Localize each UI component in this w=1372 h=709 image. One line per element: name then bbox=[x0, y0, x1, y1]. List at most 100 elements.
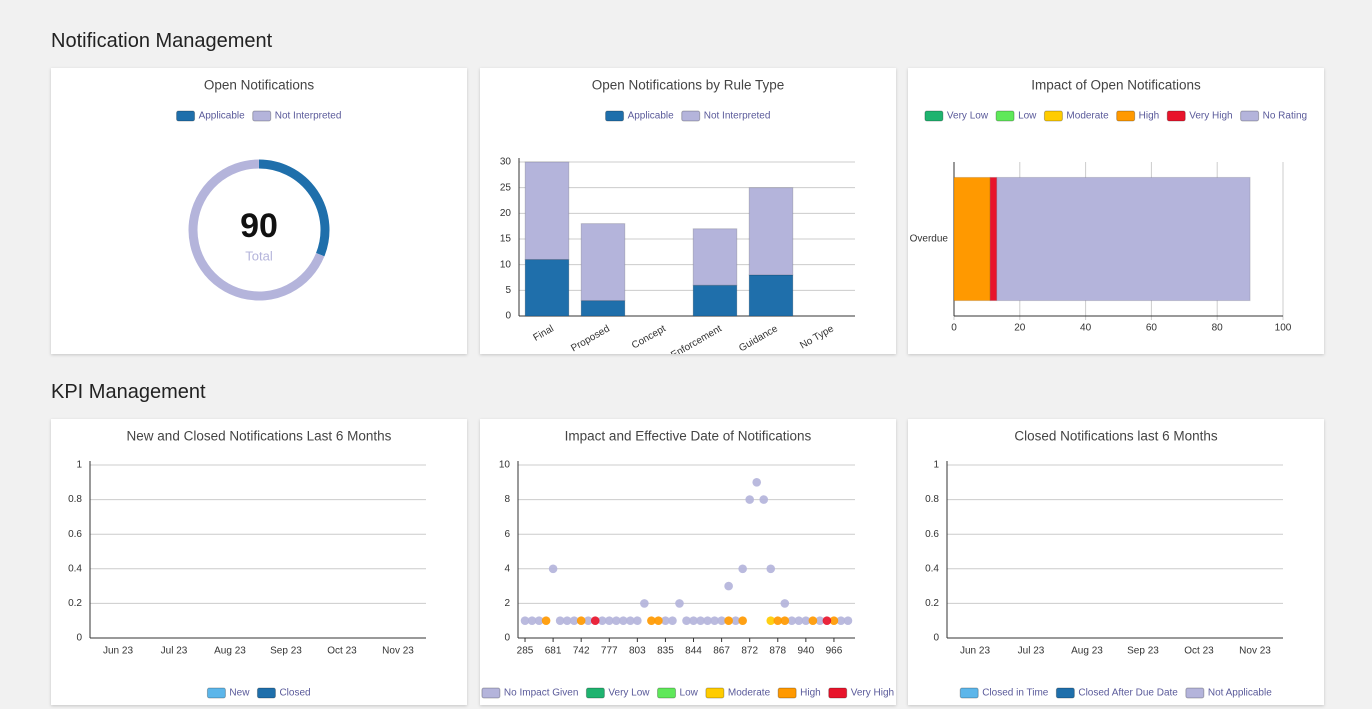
legend-label: Very Low bbox=[608, 688, 650, 699]
point bbox=[696, 616, 705, 625]
x-tick-label: 40 bbox=[1080, 323, 1092, 334]
legend-label: Closed After Due Date bbox=[1078, 688, 1178, 699]
chart-title: Open Notifications by Rule Type bbox=[592, 78, 785, 93]
point bbox=[703, 616, 712, 625]
chart-card: New and Closed Notifications Last 6 Mont… bbox=[51, 419, 467, 705]
y-tick-label: Overdue bbox=[910, 234, 949, 245]
x-tick-label: 803 bbox=[629, 646, 646, 657]
bar bbox=[953, 176, 991, 302]
center-label: Total bbox=[245, 248, 273, 263]
x-tick-label: Jul 23 bbox=[161, 646, 188, 657]
legend-swatch bbox=[828, 687, 848, 699]
point bbox=[668, 616, 677, 625]
x-tick-label: 80 bbox=[1212, 323, 1224, 334]
point bbox=[724, 616, 733, 625]
x-tick-label: Nov 23 bbox=[1239, 646, 1271, 657]
legend-swatch bbox=[681, 110, 701, 122]
point bbox=[527, 616, 537, 625]
legend-swatch bbox=[959, 687, 979, 699]
legend-label: Low bbox=[680, 688, 699, 699]
y-tick-label: 0.8 bbox=[68, 494, 82, 505]
y-tick-label: 20 bbox=[500, 208, 512, 219]
y-tick-label: 4 bbox=[504, 563, 510, 574]
point bbox=[619, 616, 628, 625]
legend-label: Moderate bbox=[1066, 111, 1109, 122]
point bbox=[780, 616, 790, 625]
x-tick-label: Oct 23 bbox=[327, 646, 357, 657]
legend-swatch bbox=[705, 687, 725, 699]
legend-swatch bbox=[252, 110, 272, 122]
point bbox=[717, 616, 726, 625]
x-tick-label: Final bbox=[532, 323, 556, 343]
legend-swatch bbox=[481, 687, 501, 699]
legend-label: High bbox=[800, 688, 821, 699]
legend-swatch bbox=[1055, 687, 1075, 699]
x-tick-label: Proposed bbox=[569, 323, 612, 354]
chart-card: Open Notifications 90 Total Applicable Not I… bbox=[51, 68, 467, 354]
legend-label: Very Low bbox=[947, 111, 989, 122]
x-tick-label: 681 bbox=[545, 646, 562, 657]
x-tick-label: Jun 23 bbox=[960, 646, 990, 657]
chart-title: Impact and Effective Date of Notificatio… bbox=[565, 429, 812, 444]
chart: Open Notifications by Rule Type 0 5 10 15 20 2… bbox=[500, 78, 855, 354]
y-tick-label: 0.8 bbox=[925, 494, 939, 505]
y-tick-label: 0.2 bbox=[68, 598, 82, 609]
point bbox=[647, 616, 656, 625]
bar bbox=[996, 176, 1251, 302]
legend-label: Low bbox=[1018, 111, 1037, 122]
y-tick-label: 1 bbox=[933, 460, 939, 471]
chart-title: Impact of Open Notifications bbox=[1031, 78, 1201, 93]
y-tick-label: 5 bbox=[505, 285, 511, 296]
point bbox=[675, 599, 684, 608]
legend-label: Not Interpreted bbox=[275, 111, 342, 122]
y-tick-label: 0.6 bbox=[925, 529, 939, 540]
y-tick-label: 2 bbox=[504, 598, 510, 609]
legend-label: Applicable bbox=[628, 111, 675, 122]
x-tick-label: Jul 23 bbox=[1018, 646, 1045, 657]
legend-label: High bbox=[1139, 111, 1160, 122]
point bbox=[576, 616, 586, 625]
legend-label: Very High bbox=[1189, 111, 1232, 122]
x-tick-label: 835 bbox=[657, 646, 674, 657]
x-tick-label: 60 bbox=[1146, 323, 1158, 334]
point bbox=[745, 495, 754, 504]
x-tick-label: 777 bbox=[601, 646, 618, 657]
point bbox=[808, 616, 818, 625]
chart-title: Open Notifications bbox=[204, 78, 315, 93]
x-tick-label: 285 bbox=[517, 646, 534, 657]
legend-label: No Impact Given bbox=[504, 688, 578, 699]
x-tick-label: 100 bbox=[1275, 323, 1292, 334]
y-tick-label: 10 bbox=[499, 460, 511, 471]
doughnut-segment bbox=[258, 159, 330, 257]
x-tick-label: 940 bbox=[798, 646, 815, 657]
x-tick-label: 844 bbox=[685, 646, 702, 657]
point bbox=[590, 616, 600, 625]
legend-swatch bbox=[995, 110, 1015, 122]
x-tick-label: Guidance bbox=[737, 323, 780, 354]
y-tick-label: 0.4 bbox=[68, 563, 82, 574]
legend-label: Not Applicable bbox=[1208, 688, 1272, 699]
chart: Impact of Open Notifications 0 20 40 60 80 100… bbox=[910, 78, 1307, 334]
x-tick-label: Nov 23 bbox=[382, 646, 414, 657]
legend-swatch bbox=[777, 687, 797, 699]
bar bbox=[524, 161, 570, 261]
point bbox=[689, 616, 698, 625]
point bbox=[738, 616, 747, 625]
legend-label: Closed in Time bbox=[982, 688, 1049, 699]
x-tick-label: Enforcement bbox=[669, 323, 724, 354]
legend-swatch bbox=[657, 687, 677, 699]
chart-card: Impact and Effective Date of Notificatio… bbox=[480, 419, 896, 705]
point bbox=[520, 616, 530, 625]
legend-label: Applicable bbox=[199, 111, 246, 122]
chart: Closed Notifications last 6 Months 0 0.2 0.… bbox=[925, 429, 1283, 699]
bar bbox=[692, 228, 738, 286]
legend-label: No Rating bbox=[1263, 111, 1307, 122]
chart-card: Impact of Open Notifications 0 20 40 60 80 100… bbox=[908, 68, 1324, 354]
legend-swatch bbox=[256, 687, 276, 699]
x-tick-label: 867 bbox=[713, 646, 730, 657]
y-tick-label: 6 bbox=[504, 529, 510, 540]
point bbox=[752, 478, 762, 487]
x-tick-label: Jun 23 bbox=[103, 646, 133, 657]
point bbox=[836, 616, 846, 625]
